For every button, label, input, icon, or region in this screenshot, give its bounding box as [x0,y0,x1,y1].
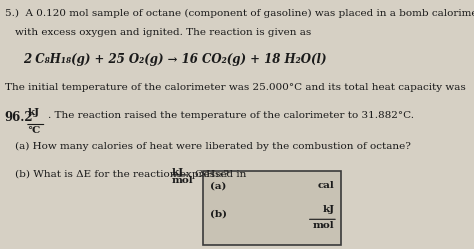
Text: kJ: kJ [322,204,335,214]
Text: mol: mol [172,176,193,185]
Text: C₈H₁₈?: C₈H₁₈? [194,170,229,179]
Text: (a) How many calories of heat were liberated by the combustion of octane?: (a) How many calories of heat were liber… [15,142,411,151]
Text: 2 C₈H₁₈(g) + 25 O₂(g) → 16 CO₂(g) + 18 H₂O(l): 2 C₈H₁₈(g) + 25 O₂(g) → 16 CO₂(g) + 18 H… [23,53,327,66]
Text: kJ: kJ [172,168,183,177]
Text: with excess oxygen and ignited. The reaction is given as: with excess oxygen and ignited. The reac… [15,28,311,37]
Text: mol: mol [313,221,335,230]
Text: (b): (b) [210,210,227,219]
Text: (b) What is ΔE for the reaction expressed in: (b) What is ΔE for the reaction expresse… [15,170,246,179]
FancyBboxPatch shape [203,171,341,245]
Text: . The reaction raised the temperature of the calorimeter to 31.882°C.: . The reaction raised the temperature of… [48,111,414,120]
Text: 96.2: 96.2 [5,111,34,124]
Text: The initial temperature of the calorimeter was 25.000°C and its total heat capac: The initial temperature of the calorimet… [5,83,465,92]
Text: (a): (a) [210,181,226,190]
Text: cal: cal [318,181,335,190]
Text: °C: °C [27,126,41,135]
Text: 5.)  A 0.120 mol sample of octane (component of gasoline) was placed in a bomb c: 5.) A 0.120 mol sample of octane (compon… [5,9,474,18]
Text: kJ: kJ [27,109,39,118]
